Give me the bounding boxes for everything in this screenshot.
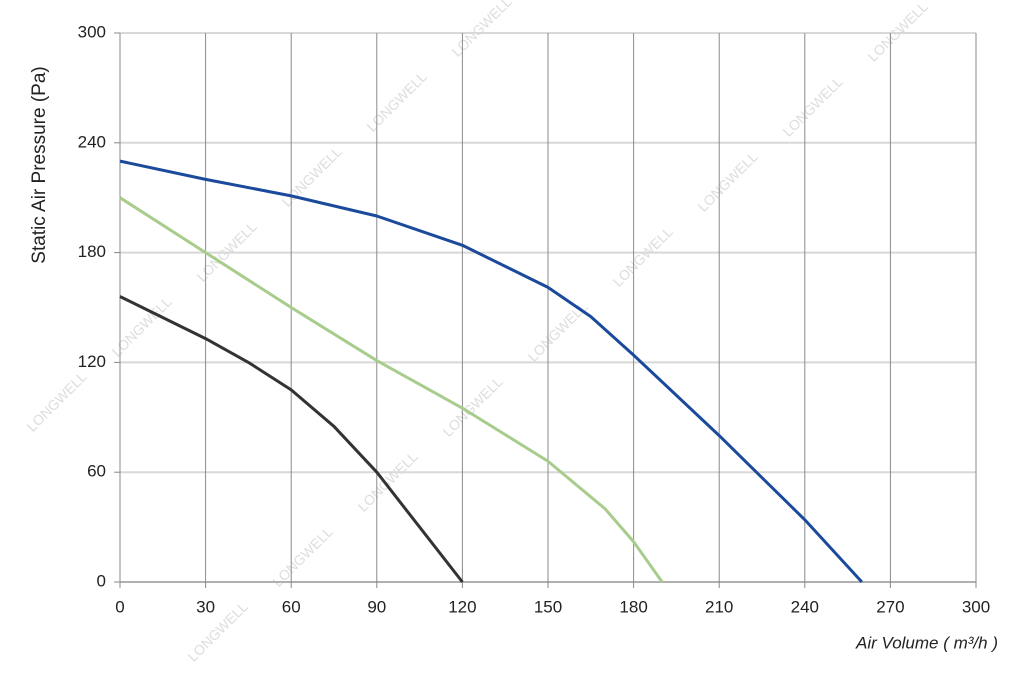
watermark: LONGWELL	[363, 68, 429, 134]
y-tick-label: 60	[87, 462, 106, 481]
x-tick-label: 300	[962, 597, 990, 616]
watermark: LONGWELL	[108, 293, 174, 359]
x-tick-label: 90	[367, 597, 386, 616]
watermark: LONGWELL	[23, 368, 89, 434]
y-tick-label: 180	[78, 242, 106, 261]
watermark: LONGWELL	[609, 223, 675, 289]
x-tick-label: 210	[705, 597, 733, 616]
x-tick-label: 0	[115, 597, 124, 616]
y-tick-label: 300	[78, 22, 106, 41]
x-axis-label: Air Volume ( m³/h )	[855, 633, 998, 652]
series-line	[119, 196, 664, 583]
x-tick-label: 240	[791, 597, 819, 616]
x-tick-label: 60	[282, 597, 301, 616]
x-tick-label: 180	[619, 597, 647, 616]
x-tick-label: 270	[876, 597, 904, 616]
series-line	[119, 159, 863, 584]
x-tick-label: 120	[448, 597, 476, 616]
watermark: LONGWELL	[269, 523, 335, 589]
watermark: LONGWELL	[694, 148, 760, 214]
watermark: LONGWELL	[448, 0, 514, 60]
y-tick-label: 240	[78, 132, 106, 151]
y-tick-label: 120	[78, 352, 106, 371]
watermark: LONGWELL	[779, 73, 845, 139]
watermark: LONGWELL	[184, 598, 250, 664]
x-tick-label: 150	[534, 597, 562, 616]
y-tick-label: 0	[97, 571, 106, 590]
series-line	[119, 295, 464, 583]
x-tick-label: 30	[196, 597, 215, 616]
y-axis-label: Static Air Pressure (Pa)	[29, 66, 50, 263]
